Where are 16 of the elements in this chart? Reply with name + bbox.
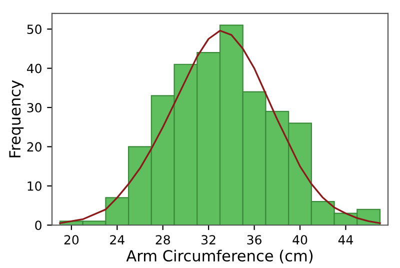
y-tick-label: 40 (26, 64, 42, 74)
x-tick-label: 28 (156, 235, 170, 245)
y-tick-label: 10 (28, 181, 42, 191)
line-series (59, 30, 381, 224)
y-tick-label: 30 (27, 102, 42, 112)
x-axis-title: Arm Circumference (cm) (126, 250, 313, 264)
x-tick-label: 24 (110, 235, 124, 244)
y-tick-label: 20 (27, 142, 42, 152)
y-tick-label: 0 (35, 220, 42, 230)
x-tick-label: 32 (202, 235, 216, 245)
x-tick-label: 36 (247, 235, 262, 245)
x-tick-label: 44 (338, 235, 353, 244)
y-axis-title: Frequency (9, 80, 24, 158)
x-tick-label: 20 (64, 235, 79, 245)
x-tick-label: 40 (292, 235, 308, 245)
y-tick-label: 50 (27, 24, 42, 34)
